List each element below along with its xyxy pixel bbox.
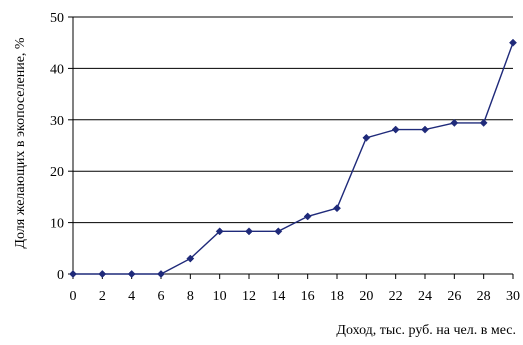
x-tick-label: 4 (128, 289, 135, 304)
y-tick-label: 10 (50, 217, 64, 232)
data-point (98, 270, 107, 278)
x-tick-label: 30 (506, 289, 520, 304)
x-tick-label: 6 (158, 289, 165, 304)
grid-layer (73, 16, 513, 224)
data-point (157, 270, 165, 278)
x-axis-title: Доход, тыс. руб. на чел. в мес. (336, 323, 516, 338)
x-tick-label: 10 (213, 289, 227, 304)
y-tick-label: 0 (57, 268, 64, 283)
series-layer (69, 38, 517, 278)
x-tick-label: 16 (301, 289, 315, 304)
x-tick-label: 28 (477, 289, 491, 304)
data-point (303, 212, 312, 221)
axis-layer (68, 16, 514, 279)
x-tick-label: 26 (447, 289, 461, 304)
data-point (186, 254, 195, 263)
x-tick-label: 20 (359, 289, 373, 304)
x-tick-label: 18 (330, 289, 344, 304)
data-point (274, 227, 283, 236)
y-tick-label: 40 (50, 62, 64, 77)
data-point (450, 118, 459, 127)
data-point (245, 227, 253, 236)
y-tick-label: 50 (50, 11, 64, 26)
data-point (421, 125, 429, 134)
data-point (127, 270, 136, 278)
y-tick-label: 20 (50, 165, 64, 180)
x-tick-label: 8 (187, 289, 194, 304)
data-point (479, 118, 488, 127)
series-line (73, 42, 514, 275)
data-point (362, 133, 371, 142)
x-tick-label: 14 (271, 289, 285, 304)
data-point (69, 270, 77, 278)
data-point (509, 38, 517, 47)
x-tick-label: 22 (389, 289, 403, 304)
data-point (333, 204, 341, 213)
y-axis-title: Доля желающих в экопоселение, % (13, 37, 28, 248)
data-point (391, 125, 400, 134)
x-tick-label: 2 (99, 289, 106, 304)
x-tick-label: 12 (242, 289, 256, 304)
y-tick-label: 30 (50, 114, 64, 129)
x-tick-label: 24 (418, 289, 432, 304)
data-point (215, 227, 224, 236)
x-tick-label: 0 (70, 289, 77, 304)
